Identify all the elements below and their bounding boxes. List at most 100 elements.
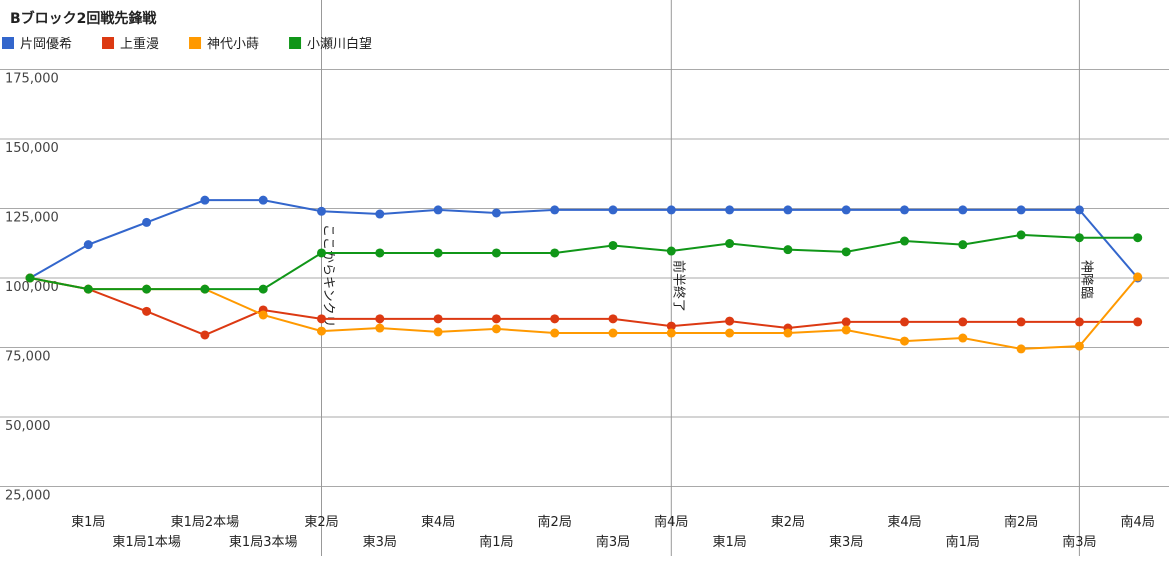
data-point: [608, 314, 618, 324]
data-point: [317, 248, 326, 258]
data-point: [608, 205, 618, 215]
y-tick-label: 175,000: [5, 72, 59, 87]
legend-swatch: [2, 37, 14, 49]
data-point: [258, 195, 268, 205]
data-point: [491, 208, 501, 218]
data-point: [608, 240, 618, 250]
series: [25, 273, 1143, 340]
x-tick-label: 南4局: [1121, 514, 1155, 530]
data-point: [900, 205, 909, 215]
x-tick-label: 南1局: [479, 534, 513, 550]
x-tick-label: 東1局3本場: [229, 534, 298, 550]
data-point: [433, 327, 443, 337]
data-point: [142, 284, 152, 294]
series-line: [29, 276, 1139, 350]
annotation-text: ここからキンクリ: [321, 224, 336, 328]
legend-label: 神代小蒔: [207, 37, 259, 52]
data-point: [317, 206, 326, 216]
data-point: [725, 239, 735, 249]
x-tick-label: 東1局: [71, 514, 105, 530]
series-line: [29, 277, 1138, 337]
data-point: [1016, 205, 1026, 215]
x-tick-label: 東4局: [887, 514, 921, 530]
series-line: [29, 233, 1138, 291]
data-point: [1133, 233, 1143, 243]
data-point: [491, 324, 501, 334]
data-point: [1074, 341, 1084, 351]
data-point: [200, 330, 210, 340]
x-tick-label: 南1局: [946, 534, 980, 550]
data-point: [550, 248, 560, 258]
data-point: [491, 314, 501, 324]
data-point: [200, 284, 210, 294]
data-point: [666, 246, 676, 256]
data-point: [433, 205, 443, 215]
x-tick-label: 南3局: [596, 534, 630, 550]
data-point: [375, 209, 385, 219]
legend-swatch: [289, 37, 302, 49]
data-point: [491, 248, 501, 258]
legend-swatch: [102, 37, 115, 49]
data-point: [900, 317, 909, 327]
data-point: [1133, 272, 1143, 282]
data-point: [725, 328, 735, 338]
x-tick-label: 南2局: [1004, 514, 1038, 530]
data-point: [258, 310, 268, 320]
data-point: [200, 195, 210, 205]
data-point: [725, 316, 735, 326]
legend-label: 片岡優希: [20, 37, 72, 52]
data-point: [666, 205, 676, 215]
y-tick-label: 50,000: [5, 419, 51, 434]
x-tick-label: 南2局: [538, 514, 572, 530]
data-point: [725, 205, 735, 215]
data-point: [841, 247, 851, 257]
data-point: [258, 284, 268, 294]
x-tick-label: 東1局1本場: [112, 534, 181, 550]
data-point: [375, 248, 385, 258]
data-point: [433, 248, 443, 258]
x-tick-label: 南4局: [654, 514, 688, 530]
y-tick-label: 75,000: [5, 350, 51, 365]
data-point: [1016, 230, 1026, 240]
data-point: [608, 328, 618, 338]
annotation-text: 神降臨: [1078, 260, 1093, 299]
data-point: [25, 273, 35, 283]
annotation-text: 前半終了: [670, 260, 686, 312]
data-point: [958, 240, 968, 250]
data-point: [375, 314, 385, 324]
data-point: [1133, 317, 1143, 327]
data-point: [1074, 205, 1084, 215]
series: [25, 230, 1143, 294]
data-point: [783, 328, 793, 338]
data-point: [317, 326, 326, 336]
data-point: [900, 236, 909, 246]
x-tick-label: 東1局: [712, 534, 746, 550]
data-point: [666, 321, 676, 331]
legend-swatch: [189, 37, 202, 49]
x-tick-label: 東1局2本場: [171, 514, 240, 530]
data-point: [375, 323, 385, 333]
data-point: [550, 205, 560, 215]
series-line: [29, 199, 1139, 279]
y-tick-label: 100,000: [5, 280, 59, 295]
series: [25, 272, 1143, 354]
legend-label: 上重漫: [120, 36, 159, 52]
x-tick-label: 東2局: [771, 514, 805, 530]
x-tick-label: 南3局: [1062, 534, 1096, 550]
data-point: [1016, 317, 1026, 327]
y-tick-label: 125,000: [5, 211, 59, 226]
data-point: [142, 306, 152, 316]
data-point: [550, 314, 560, 324]
data-point: [1074, 233, 1084, 243]
data-point: [783, 205, 793, 215]
data-point: [142, 217, 152, 227]
x-tick-label: 東4局: [421, 514, 455, 530]
chart-title: Bブロック2回戦先鋒戦: [10, 10, 157, 27]
y-tick-label: 25,000: [5, 489, 51, 504]
data-point: [1074, 317, 1084, 327]
y-tick-label: 150,000: [5, 141, 59, 156]
data-point: [841, 325, 851, 335]
legend-label: 小瀬川白望: [307, 36, 372, 52]
x-tick-label: 東3局: [363, 534, 397, 550]
